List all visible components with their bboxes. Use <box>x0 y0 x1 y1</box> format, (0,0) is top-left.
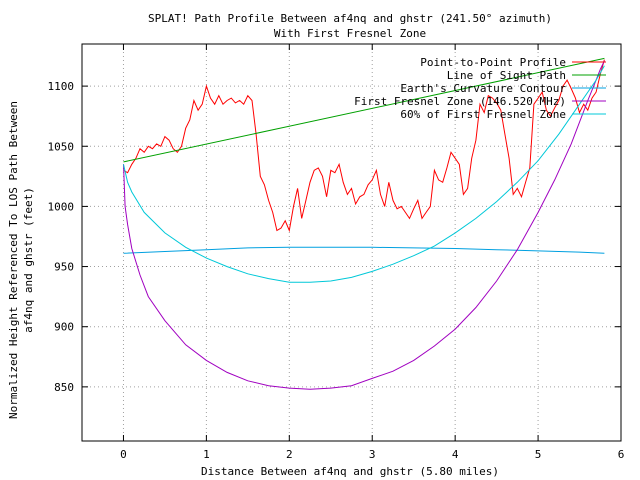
x-tick-label: 4 <box>452 448 459 461</box>
y-axis-label-line1: Normalized Height Referenced To LOS Path… <box>7 101 20 419</box>
x-tick-label: 0 <box>120 448 127 461</box>
x-tick-label: 2 <box>286 448 293 461</box>
y-tick-label: 1100 <box>48 80 75 93</box>
legend-label-point-to-point-profile: Point-to-Point Profile <box>420 56 566 69</box>
plot-frame <box>81 43 622 442</box>
series-line-first-fresnel-zone-146-520-mhz <box>123 60 605 390</box>
chart-subtitle: With First Fresnel Zone <box>274 27 426 40</box>
axis-ticks: 0 1 2 3 4 5 6 850 900 950 1000 1050 1100 <box>48 44 625 461</box>
series-line-60-of-first-fresnel-zone <box>123 65 605 283</box>
series-line-line-of-sight-path <box>123 57 605 163</box>
x-tick-label: 1 <box>203 448 210 461</box>
series-line-point-to-point-profile <box>123 59 605 233</box>
x-tick-label: 5 <box>535 448 542 461</box>
legend-label-line-of-sight-path: Line of Sight Path <box>447 69 566 82</box>
series-layer <box>123 57 605 390</box>
x-tick-label: 6 <box>618 448 625 461</box>
chart-title: SPLAT! Path Profile Between af4nq and gh… <box>148 12 552 25</box>
legend-label-earth-s-curvature-contour: Earth's Curvature Contour <box>400 82 566 95</box>
x-axis-label: Distance Between af4nq and ghstr (5.80 m… <box>201 465 499 478</box>
series-line-earth-s-curvature-contour <box>123 246 605 254</box>
y-tick-label: 1050 <box>48 140 75 153</box>
x-tick-label: 3 <box>369 448 376 461</box>
y-tick-label: 900 <box>54 321 74 334</box>
y-tick-label: 1000 <box>48 200 75 213</box>
y-axis-label-line2: af4nq and ghstr (feet) <box>22 187 35 333</box>
y-tick-label: 950 <box>54 261 74 274</box>
y-tick-label: 850 <box>54 381 74 394</box>
legend-label-60-of-first-fresnel-zone: 60% of First Fresnel Zone <box>400 108 566 121</box>
legend-label-first-fresnel-zone-146-520-mhz: First Fresnel Zone (146.520 MHz) <box>354 95 566 108</box>
